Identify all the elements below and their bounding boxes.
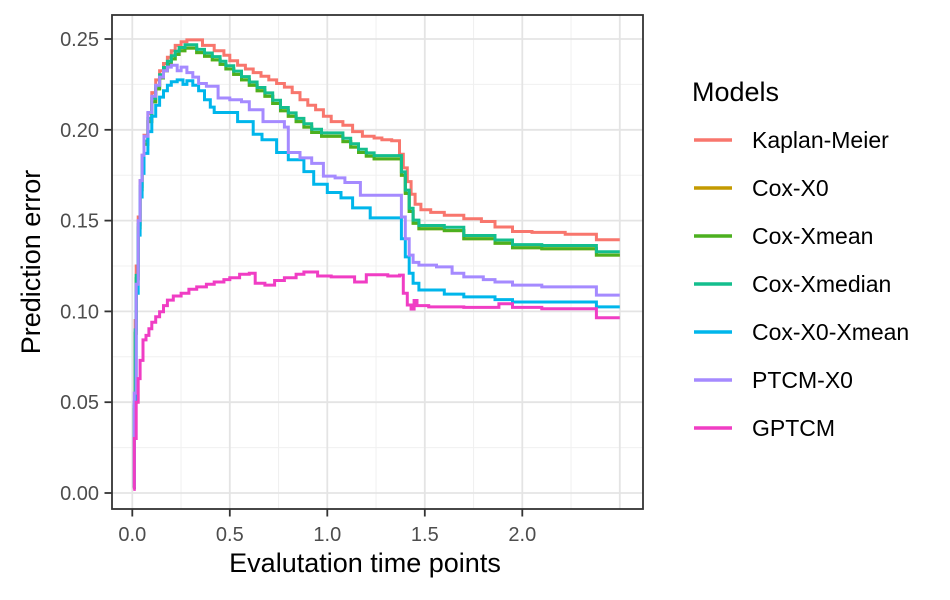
x-tick-label: 1.5 — [411, 524, 439, 546]
panel-background — [112, 15, 643, 509]
panel-border — [111, 14, 644, 510]
legend-title: Models — [692, 77, 779, 107]
x-tick-label: 1.0 — [313, 524, 341, 546]
x-axis-title: Evalutation time points — [229, 548, 501, 578]
major-gridlines — [112, 15, 643, 509]
x-tick-label: 0.5 — [216, 524, 244, 546]
legend-label: GPTCM — [752, 415, 835, 441]
curve-ptcm-x0 — [132, 63, 620, 488]
curve-kaplan-meier — [132, 38, 620, 488]
legend-label: Kaplan-Meier — [752, 127, 889, 153]
y-tick-label: 0.20 — [60, 120, 99, 142]
y-tick-label: 0.10 — [60, 301, 99, 323]
legend: Models Kaplan-Meier Cox-X0 Cox-Xmean Cox-Xm… — [692, 77, 909, 441]
axis-tick-labels: 0.0 0.5 1.0 1.5 2.0 0.00 0.05 0.10 0.15 0.20 0.25 — [60, 29, 536, 546]
legend-item: Cox-X0-Xmean — [694, 319, 909, 345]
x-tick-label: 2.0 — [508, 524, 536, 546]
y-tick-label: 0.00 — [60, 483, 99, 505]
legend-item: Kaplan-Meier — [694, 127, 889, 153]
legend-item: Cox-X0 — [694, 175, 829, 201]
curve-gptcm — [132, 270, 620, 491]
legend-label: Cox-X0 — [752, 175, 829, 201]
legend-label: PTCM-X0 — [752, 367, 853, 393]
y-tick-label: 0.15 — [60, 211, 99, 233]
legend-item: Cox-Xmedian — [694, 271, 891, 297]
legend-label: Cox-Xmedian — [752, 271, 891, 297]
legend-item: PTCM-X0 — [694, 367, 853, 393]
x-tick-label: 0.0 — [118, 524, 146, 546]
legend-label: Cox-X0-Xmean — [752, 319, 909, 345]
axis-ticks — [104, 38, 524, 517]
y-tick-label: 0.05 — [60, 392, 99, 414]
y-axis-title: Prediction error — [16, 170, 46, 355]
y-tick-label: 0.25 — [60, 29, 99, 51]
legend-item: GPTCM — [694, 415, 835, 441]
curves — [132, 38, 620, 491]
legend-item: Cox-Xmean — [694, 223, 873, 249]
legend-label: Cox-Xmean — [752, 223, 873, 249]
minor-gridlines — [112, 15, 643, 509]
